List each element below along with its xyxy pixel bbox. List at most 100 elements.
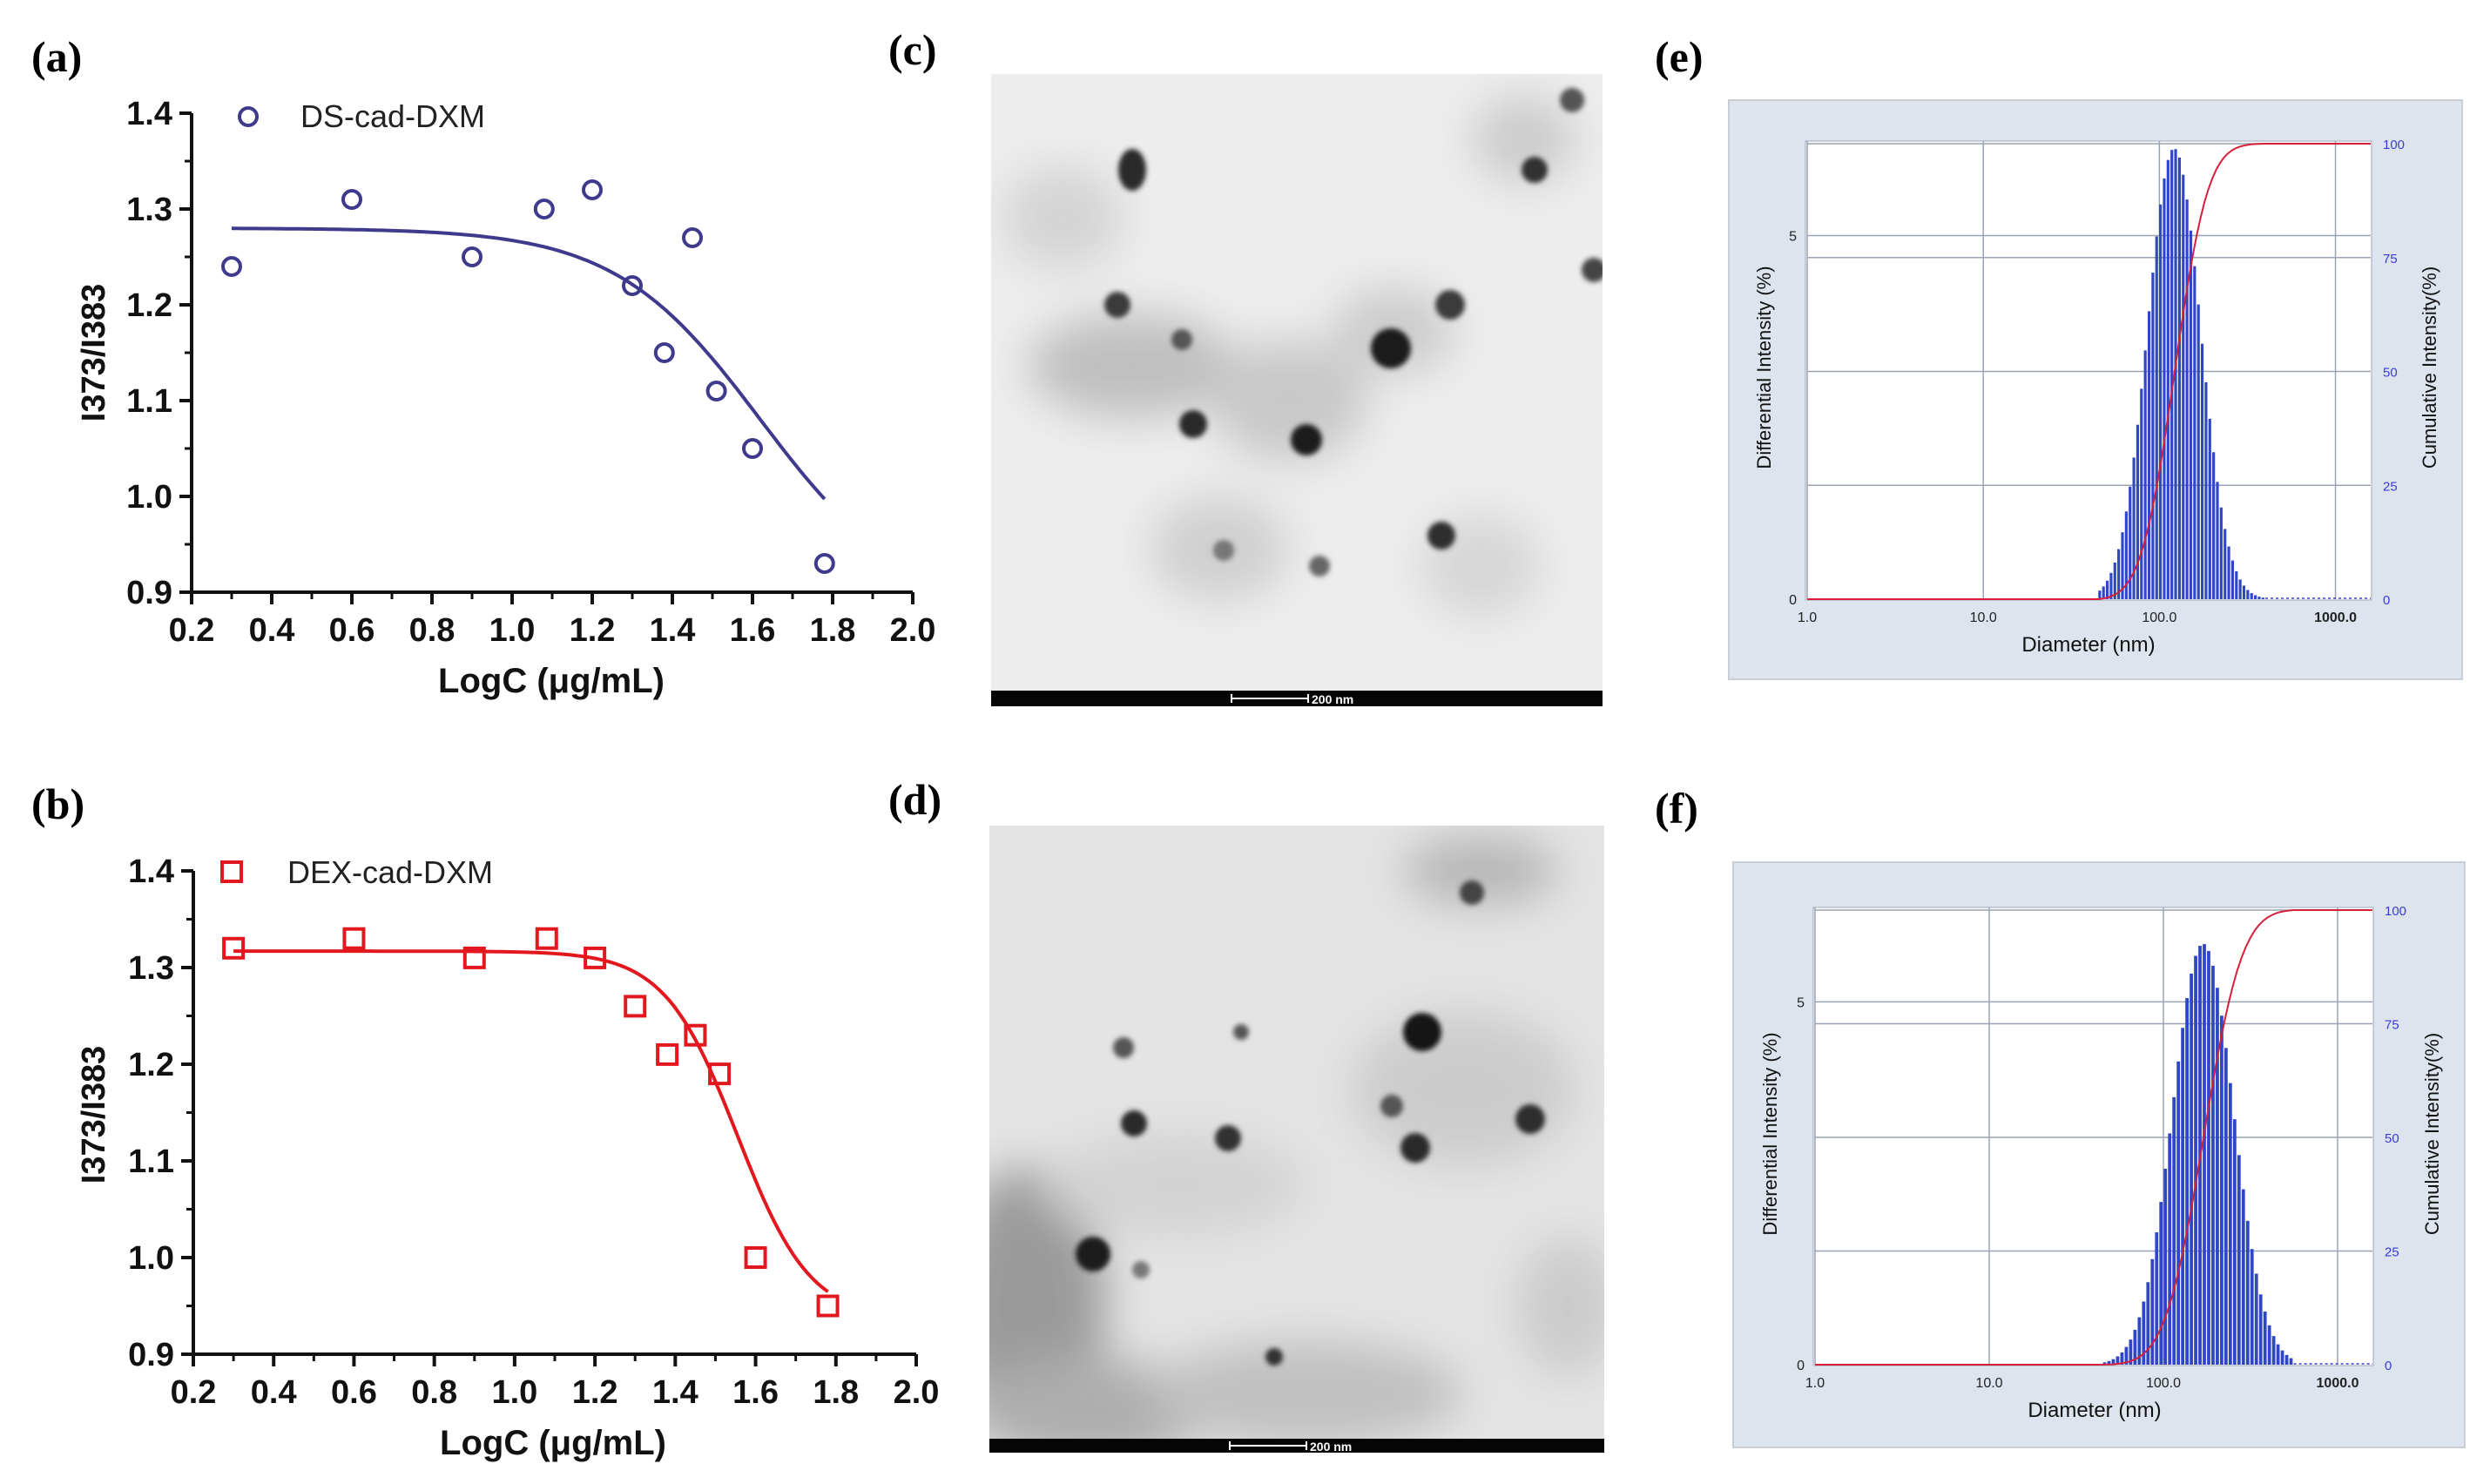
distribution-bar	[2289, 1358, 2293, 1365]
distribution-bar	[2120, 1352, 2124, 1365]
y2-tick-label: 25	[2383, 479, 2398, 494]
distribution-bar	[2170, 150, 2174, 599]
x-tick-label: 1000.0	[2314, 610, 2357, 625]
axes: 0.2 0.4 0.6 0.8 1.0 1.2 1.4 1.6 1.8 2.0 0.9 1.0 1.1 1…	[126, 96, 935, 649]
distribution-bar	[2140, 388, 2143, 599]
legend: DEX-cad-DXM	[220, 854, 493, 890]
data-point	[462, 246, 482, 267]
scale-bar-label: 200 nm	[1312, 692, 1353, 706]
scale-bar-label: 200 nm	[1310, 1440, 1352, 1454]
x-tick-label: 0.8	[409, 612, 455, 649]
x-tick-label: 1.2	[572, 1374, 618, 1411]
y-tick-label: 5	[1789, 230, 1797, 245]
y-tick-label: 1.3	[128, 950, 174, 987]
distribution-bar	[2261, 597, 2264, 599]
distribution-bar	[2242, 585, 2246, 599]
data-point	[622, 275, 643, 296]
x-tick-label: 10.0	[1970, 610, 1997, 625]
distribution-bar	[2258, 1294, 2263, 1365]
y2-tick-label: 0	[2385, 1359, 2392, 1373]
x-tick-label: 1.4	[650, 612, 696, 649]
legend: DS-cad-DXM	[238, 98, 485, 134]
data-point	[535, 927, 558, 950]
y-tick-label: 1.4	[128, 853, 174, 890]
distribution-bar	[2155, 1231, 2159, 1365]
distribution-bar	[2121, 532, 2124, 599]
distribution-bar	[2117, 549, 2121, 599]
data-point	[624, 995, 647, 1018]
distribution-bar	[2163, 178, 2166, 599]
x-tick-label: 10.0	[1975, 1376, 2002, 1391]
distribution-bar	[2129, 1339, 2133, 1365]
panel-label-e: (e)	[1655, 32, 1704, 81]
distribution-bar	[2200, 343, 2204, 599]
legend-label: DEX-cad-DXM	[287, 854, 493, 890]
pyrene-ratio-plot-dex: 0.2 0.4 0.6 0.8 1.0 1.2 1.4 1.6 1.8 2.0 0.9 1.0 1.1 1…	[76, 853, 939, 1462]
distribution-bar	[2151, 273, 2155, 599]
distribution-bar	[2193, 266, 2196, 599]
distribution-bar	[2254, 595, 2257, 599]
panel-label-c: (c)	[888, 25, 937, 74]
x-tick-label: 100.0	[2146, 1376, 2181, 1391]
x-tick-label: 0.6	[331, 1374, 377, 1411]
distribution-bar	[2250, 1249, 2254, 1365]
tem-image-ds: 200 nm	[991, 74, 1603, 706]
legend-label: DS-cad-DXM	[300, 98, 485, 134]
x-tick-label: 0.6	[329, 612, 375, 649]
distribution-bar	[2147, 311, 2151, 599]
data-point	[221, 256, 242, 277]
distribution-bar	[2098, 590, 2102, 599]
data-point	[813, 553, 835, 574]
y-axis-title: I373/I383	[76, 1046, 112, 1184]
distribution-bar	[2263, 1311, 2267, 1365]
distribution-bar	[2216, 988, 2219, 1365]
distribution-bar	[2107, 1360, 2111, 1365]
distribution-bar	[2280, 1350, 2284, 1365]
data-point	[744, 1246, 767, 1269]
x-tick-label: 1.4	[652, 1374, 698, 1411]
data-point	[533, 199, 555, 219]
legend-marker	[238, 106, 259, 127]
data-point	[462, 946, 486, 969]
cumulative-line	[1815, 909, 2372, 1366]
data-point	[816, 1294, 840, 1318]
distribution-bar	[2163, 1168, 2168, 1365]
distribution-bar	[2155, 236, 2158, 599]
x-tick-label: 0.4	[249, 612, 295, 649]
pyrene-ratio-plot-ds: 0.2 0.4 0.6 0.8 1.0 1.2 1.4 1.6 1.8 2.0 0.9 1.0 1.1 1…	[76, 96, 935, 700]
y-tick-label: 1.0	[128, 1240, 174, 1277]
y-axis-title: Differential Intensity (%)	[1753, 266, 1775, 469]
x-tick-label: 0.8	[411, 1374, 457, 1411]
x-tick-label: 1.0	[491, 1374, 537, 1411]
legend-marker	[220, 860, 243, 883]
distribution-bar	[2159, 1202, 2163, 1365]
x-axis-title: Diameter (nm)	[2028, 1399, 2161, 1422]
y-tick-label: 1.1	[126, 383, 172, 420]
y-tick-label: 5	[1797, 995, 1805, 1010]
y2-tick-label: 75	[2385, 1018, 2399, 1033]
y2-axis-title: Cumulative Intensity(%)	[2419, 266, 2440, 469]
distribution-bar	[2129, 486, 2132, 599]
y-tick-label: 1.3	[126, 192, 172, 228]
y-tick-label: 0.9	[128, 1337, 174, 1373]
distribution-bar	[2124, 1346, 2129, 1365]
distribution-bar	[2227, 546, 2230, 599]
data-point	[584, 946, 607, 969]
x-axis-title: Diameter (nm)	[2021, 633, 2155, 657]
y-tick-label: 1.0	[126, 479, 172, 516]
data-point	[582, 179, 603, 200]
x-tick-label: 1.8	[813, 1374, 859, 1411]
distribution-bar	[2185, 199, 2189, 600]
distribution-bar	[2235, 571, 2238, 599]
distribution-bar	[2133, 1329, 2137, 1365]
y-tick-label: 1.1	[128, 1143, 174, 1180]
cumulative-curve	[1815, 909, 2372, 1366]
distribution-bar	[2102, 1362, 2107, 1365]
x-tick-label: 0.4	[251, 1374, 297, 1411]
distribution-bar	[2189, 230, 2193, 599]
x-tick-label: 1.0	[1798, 610, 1817, 625]
x-axis-title: LogC (μg/mL)	[440, 1424, 666, 1462]
data-point	[653, 342, 675, 363]
